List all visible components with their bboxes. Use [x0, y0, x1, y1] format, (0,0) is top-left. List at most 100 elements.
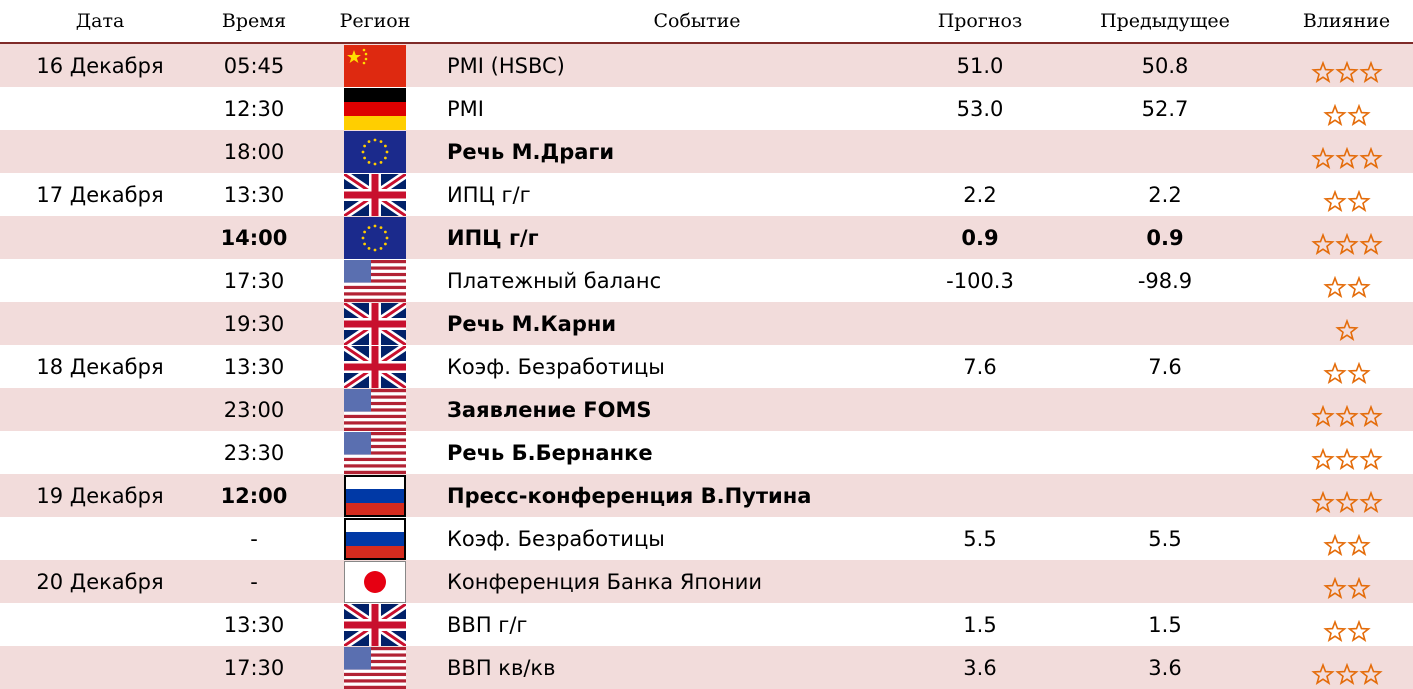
- date-cell: 17 Декабря: [36, 182, 164, 207]
- flag: [344, 603, 406, 646]
- impact-cell: [1280, 474, 1413, 517]
- time-cell: 12:30: [223, 96, 285, 121]
- time-cell: -: [250, 526, 258, 551]
- impact-cell: [1280, 560, 1413, 603]
- flag: [344, 431, 406, 474]
- impact-cell: [1280, 517, 1413, 560]
- region-cell: [310, 259, 440, 302]
- region-cell: [310, 130, 440, 173]
- event-cell: Речь М.Драги: [447, 139, 615, 164]
- region-cell: [310, 345, 440, 388]
- table-row: 19:30 Речь М.Карни: [0, 302, 1413, 345]
- table-row: 12:30 PMI 53.0 52.7: [0, 87, 1413, 130]
- previous-cell: 3.6: [1148, 655, 1182, 680]
- impact-cell: [1280, 216, 1413, 259]
- table-row: 13:30 ВВП г/г 1.5 1.5: [0, 603, 1413, 646]
- event-cell: PMI (HSBC): [447, 53, 565, 78]
- time-cell: 17:30: [223, 268, 285, 293]
- event-cell: Коэф. Безработицы: [447, 354, 665, 379]
- time-cell: 13:30: [223, 182, 285, 207]
- time-cell: 14:00: [220, 225, 288, 250]
- flag: [344, 87, 406, 130]
- impact-stars: [1322, 534, 1371, 556]
- region-cell: [310, 517, 440, 560]
- date-cell: 18 Декабря: [36, 354, 164, 379]
- impact-cell: [1280, 431, 1413, 474]
- forecast-cell: 5.5: [963, 526, 997, 551]
- table-row: 16 Декабря 05:45 PMI (HSBC) 51.0 50.8: [0, 44, 1413, 87]
- event-cell: Речь Б.Бернанке: [447, 440, 653, 465]
- region-cell: [310, 173, 440, 216]
- event-cell: Речь М.Карни: [447, 311, 617, 336]
- time-cell: 19:30: [223, 311, 285, 336]
- previous-cell: 50.8: [1141, 53, 1189, 78]
- table-row: 17:30 Платежный баланс -100.3 -98.9: [0, 259, 1413, 302]
- time-cell: 17:30: [223, 655, 285, 680]
- flag: [344, 259, 406, 302]
- impact-cell: [1280, 173, 1413, 216]
- region-cell: [310, 44, 440, 87]
- forecast-cell: 2.2: [963, 182, 997, 207]
- impact-stars: [1310, 233, 1383, 255]
- impact-stars: [1322, 104, 1371, 126]
- flag: [344, 474, 406, 517]
- header-cell: Влияние: [1302, 10, 1391, 32]
- flag: [344, 130, 406, 173]
- impact-stars: [1322, 362, 1371, 384]
- impact-stars: [1310, 663, 1383, 685]
- event-cell: Заявление FOMS: [447, 397, 652, 422]
- region-cell: [310, 560, 440, 603]
- table-row: 20 Декабря - Конференция Банка Японии: [0, 560, 1413, 603]
- time-cell: 12:00: [220, 483, 288, 508]
- table-row: 18:00 Речь М.Драги: [0, 130, 1413, 173]
- time-cell: 05:45: [223, 53, 285, 78]
- table-row: 18 Декабря 13:30 Коэф. Безработицы 7.6 7.6: [0, 345, 1413, 388]
- flag: [344, 216, 406, 259]
- region-cell: [310, 388, 440, 431]
- header-cell: Прогноз: [937, 10, 1023, 32]
- region-cell: [310, 431, 440, 474]
- previous-cell: 0.9: [1146, 225, 1184, 250]
- flag: [344, 560, 406, 603]
- event-cell: ВВП г/г: [447, 612, 528, 637]
- table-row: 23:00 Заявление FOMS: [0, 388, 1413, 431]
- header-cell: Дата: [75, 10, 125, 32]
- previous-cell: 1.5: [1148, 612, 1182, 637]
- forecast-cell: 3.6: [963, 655, 997, 680]
- time-cell: -: [250, 569, 258, 594]
- impact-cell: [1280, 259, 1413, 302]
- region-cell: [310, 216, 440, 259]
- previous-cell: -98.9: [1137, 268, 1193, 293]
- impact-cell: [1280, 87, 1413, 130]
- table-row: 19 Декабря 12:00 Пресс-конференция В.Путин…: [0, 474, 1413, 517]
- impact-stars: [1310, 147, 1383, 169]
- impact-stars: [1310, 61, 1383, 83]
- impact-stars: [1310, 405, 1383, 427]
- flag: [344, 173, 406, 216]
- time-cell: 13:30: [223, 354, 285, 379]
- header-row: Дата Время Регион Событие Прогноз Предыд…: [0, 0, 1413, 44]
- time-cell: 18:00: [223, 139, 285, 164]
- event-cell: Конференция Банка Японии: [447, 569, 763, 594]
- region-cell: [310, 646, 440, 689]
- impact-cell: [1280, 345, 1413, 388]
- region-cell: [310, 87, 440, 130]
- impact-cell: [1280, 44, 1413, 87]
- flag: [344, 302, 406, 345]
- impact-cell: [1280, 130, 1413, 173]
- impact-cell: [1280, 646, 1413, 689]
- previous-cell: 7.6: [1148, 354, 1182, 379]
- table-row: - Коэф. Безработицы 5.5 5.5: [0, 517, 1413, 560]
- header-cell: Предыдущее: [1100, 10, 1230, 32]
- flag: [344, 345, 406, 388]
- impact-stars: [1310, 491, 1383, 513]
- event-cell: PMI: [447, 96, 484, 121]
- table-row: 23:30 Речь Б.Бернанке: [0, 431, 1413, 474]
- previous-cell: 52.7: [1141, 96, 1189, 121]
- forecast-cell: 53.0: [956, 96, 1004, 121]
- date-cell: 16 Декабря: [36, 53, 164, 78]
- time-cell: 13:30: [223, 612, 285, 637]
- impact-cell: [1280, 603, 1413, 646]
- impact-stars: [1322, 190, 1371, 212]
